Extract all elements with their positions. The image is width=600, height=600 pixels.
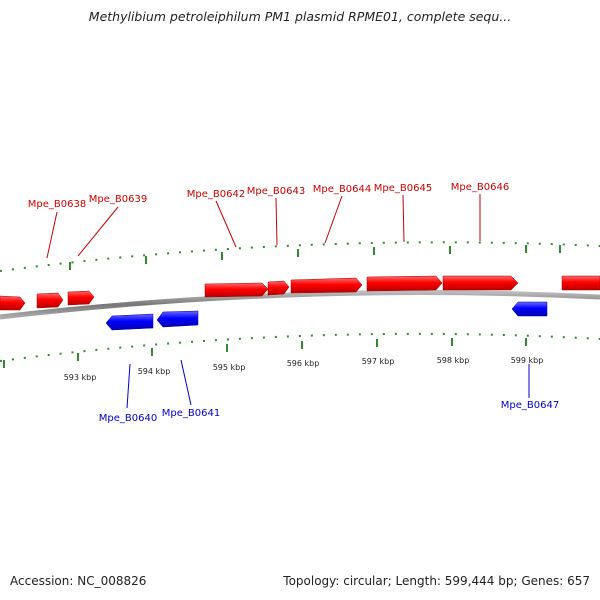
gene-label-forward[interactable]: Mpe_B0645 bbox=[374, 183, 432, 194]
gene-label-forward[interactable]: Mpe_B0643 bbox=[247, 186, 305, 197]
gene-arrow-reverse[interactable] bbox=[511, 301, 548, 317]
gene-arrow-forward[interactable] bbox=[36, 292, 64, 309]
gene-label-forward[interactable]: Mpe_B0639 bbox=[89, 194, 147, 205]
tick-label: 593 kbp bbox=[64, 373, 97, 382]
gene-arrow-forward[interactable] bbox=[204, 282, 269, 298]
gene-arrow-forward[interactable] bbox=[561, 275, 600, 291]
gene-arrow-forward[interactable] bbox=[442, 275, 519, 291]
accession-text: Accession: NC_008826 bbox=[10, 574, 147, 588]
gene-arrow-forward[interactable] bbox=[67, 290, 95, 306]
topology-summary: Topology: circular; Length: 599,444 bp; … bbox=[283, 574, 590, 588]
gene-label-forward[interactable]: Mpe_B0642 bbox=[187, 189, 245, 200]
gene-arrow-forward[interactable] bbox=[267, 280, 290, 296]
gene-label-forward[interactable]: Mpe_B0646 bbox=[451, 182, 509, 193]
gene-label-forward[interactable]: Mpe_B0638 bbox=[28, 199, 86, 210]
gene-label-reverse[interactable]: Mpe_B0641 bbox=[162, 408, 220, 419]
gene-arrow-forward[interactable] bbox=[290, 277, 363, 294]
plasmid-backbone bbox=[0, 290, 600, 320]
tick-label: 596 kbp bbox=[287, 359, 320, 368]
tick-label: 594 kbp bbox=[138, 367, 171, 376]
outer-tick-track bbox=[0, 241, 600, 272]
gene-label-reverse[interactable]: Mpe_B0647 bbox=[501, 400, 559, 411]
forward-strand-genes bbox=[0, 275, 600, 311]
tick-label: 599 kbp bbox=[511, 356, 544, 365]
inner-major-ticks bbox=[3, 338, 527, 368]
reverse-label-leaders bbox=[126, 359, 530, 409]
gene-label-forward[interactable]: Mpe_B0644 bbox=[313, 184, 371, 195]
forward-label-leaders bbox=[46, 194, 481, 259]
gene-arrow-reverse[interactable] bbox=[105, 313, 154, 331]
map-title: Methylibium petroleiphilum PM1 plasmid R… bbox=[88, 9, 512, 24]
reverse-strand-genes bbox=[105, 301, 548, 331]
inner-tick-track bbox=[0, 332, 600, 362]
tick-label: 597 kbp bbox=[362, 357, 395, 366]
tick-labels: 593 kbp 594 kbp 595 kbp 596 kbp 597 kbp … bbox=[64, 356, 544, 382]
gene-arrow-forward[interactable] bbox=[366, 275, 443, 292]
gene-arrow-forward[interactable] bbox=[0, 295, 26, 311]
gene-label-reverse[interactable]: Mpe_B0640 bbox=[99, 413, 157, 424]
forward-gene-labels: Mpe_B0638 Mpe_B0639 Mpe_B0642 Mpe_B0643 … bbox=[28, 182, 509, 210]
outer-major-ticks bbox=[69, 245, 561, 270]
reverse-gene-labels: Mpe_B0640 Mpe_B0641 Mpe_B0647 bbox=[99, 400, 559, 424]
tick-label: 595 kbp bbox=[213, 363, 246, 372]
gene-arrow-reverse[interactable] bbox=[156, 310, 199, 328]
tick-label: 598 kbp bbox=[437, 356, 470, 365]
